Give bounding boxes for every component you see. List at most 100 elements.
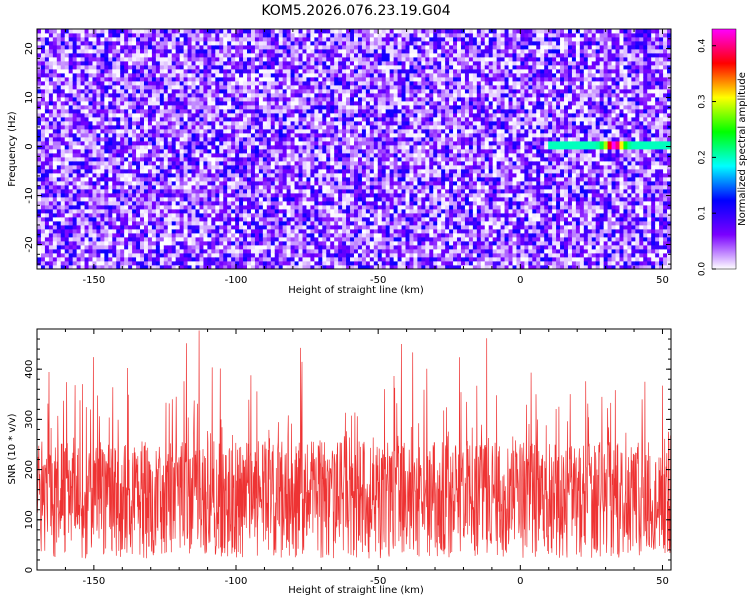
heatmap-cell <box>96 121 101 126</box>
heatmap-cell <box>354 113 359 118</box>
heatmap-cell <box>37 73 42 78</box>
heatmap-cell <box>155 149 161 154</box>
heatmap-cell <box>334 241 339 246</box>
heatmap-cell <box>68 65 74 70</box>
heatmap-cell <box>195 121 200 126</box>
heatmap-cell <box>223 213 228 218</box>
heatmap-cell <box>195 225 200 230</box>
heatmap-cell <box>175 85 181 90</box>
heatmap-cell <box>219 161 224 166</box>
heatmap-cell <box>274 189 280 194</box>
heatmap-cell <box>195 41 200 46</box>
heatmap-cell <box>207 153 212 158</box>
heatmap-cell <box>140 145 145 150</box>
heatmap-cell <box>80 161 85 166</box>
heatmap-cell <box>159 93 165 98</box>
heatmap-cell <box>64 45 70 50</box>
heatmap-cell <box>116 53 121 58</box>
heatmap-cell <box>266 125 272 130</box>
heatmap-cell <box>239 33 244 38</box>
heatmap-cell <box>132 209 137 214</box>
heatmap-cell <box>330 161 335 166</box>
heatmap-cell <box>350 249 355 254</box>
heatmap-cell <box>199 257 204 262</box>
heatmap-cell <box>96 49 101 54</box>
heatmap-cell <box>72 85 78 90</box>
heatmap-cell <box>310 237 315 242</box>
heatmap-cell <box>219 181 224 186</box>
heatmap-cell <box>191 57 196 62</box>
heatmap-cell <box>318 37 323 42</box>
heatmap-cell <box>151 145 157 150</box>
heatmap-cell <box>72 205 78 210</box>
heatmap-cell <box>306 257 311 262</box>
heatmap-cell <box>40 209 46 214</box>
heatmap-cell <box>80 201 85 206</box>
heatmap-cell <box>143 265 149 270</box>
heatmap-cell <box>96 185 101 190</box>
heatmap-cell <box>302 229 307 234</box>
heatmap-cell <box>183 161 188 166</box>
heatmap-cell <box>270 137 276 142</box>
heatmap-cell <box>108 77 113 82</box>
heatmap-cell <box>155 177 161 182</box>
heatmap-cell <box>266 205 272 210</box>
heatmap-cell <box>44 177 50 182</box>
heatmap-cell <box>357 225 363 230</box>
heatmap-cell <box>80 185 85 190</box>
heatmap-cell <box>52 141 58 146</box>
heatmap-cell <box>235 33 240 38</box>
heatmap-cell <box>88 125 93 130</box>
heatmap-cell <box>88 109 93 114</box>
heatmap-cell <box>80 265 85 270</box>
heatmap-cell <box>104 201 109 206</box>
heatmap-cell <box>187 213 192 218</box>
heatmap-cell <box>140 245 145 250</box>
heatmap-cell <box>227 249 232 254</box>
heatmap-cell <box>342 153 347 158</box>
heatmap-cell <box>266 193 272 198</box>
heatmap-cell <box>294 245 299 250</box>
heatmap-cell <box>179 89 185 94</box>
heatmap-cell <box>128 217 133 222</box>
heatmap-cell <box>330 113 335 118</box>
heatmap-cell <box>143 29 149 34</box>
heatmap-cell <box>322 81 327 86</box>
heatmap-cell <box>219 177 224 182</box>
heatmap-cell <box>278 237 284 242</box>
heatmap-cell <box>310 201 315 206</box>
heatmap-cell <box>203 33 208 38</box>
heatmap-cell <box>48 149 54 154</box>
heatmap-cell <box>247 197 252 202</box>
heatmap-cell <box>128 101 133 106</box>
heatmap-cell <box>342 77 347 82</box>
heatmap-cell <box>167 213 173 218</box>
heatmap-cell <box>286 165 291 170</box>
heatmap-cell <box>302 233 307 238</box>
heatmap-cell <box>167 121 173 126</box>
heatmap-cell <box>92 177 97 182</box>
heatmap-cell <box>290 145 295 150</box>
heatmap-cell <box>247 129 252 134</box>
heatmap-cell <box>155 109 161 114</box>
heatmap-cell <box>132 57 137 62</box>
heatmap-cell <box>132 225 137 230</box>
heatmap-cell <box>60 265 66 270</box>
heatmap-cell <box>151 85 157 90</box>
heatmap-cell <box>84 93 89 98</box>
heatmap-cell <box>227 201 232 206</box>
heatmap-cell <box>191 117 196 122</box>
heatmap-cell <box>254 257 260 262</box>
heatmap-cell <box>231 189 236 194</box>
heatmap-cell <box>183 261 188 266</box>
heatmap-cell <box>191 233 196 238</box>
heatmap-cell <box>68 89 74 94</box>
heatmap-cell <box>147 261 153 266</box>
heatmap-cell <box>40 165 46 170</box>
heatmap-cell <box>298 153 303 158</box>
heatmap-cell <box>254 77 260 82</box>
heatmap-cell <box>88 105 93 110</box>
heatmap-cell <box>294 85 299 90</box>
heatmap-cell <box>80 61 85 66</box>
heatmap-cell <box>72 45 78 50</box>
